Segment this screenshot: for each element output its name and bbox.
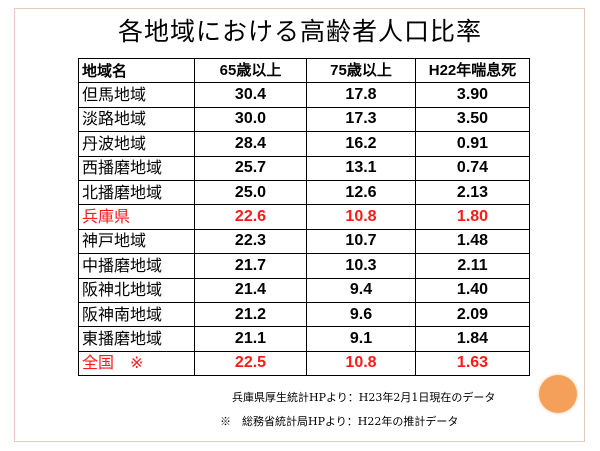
table-row: 東播磨地域 21.1 9.1 1.84 [78,326,530,352]
ratio-65-cell: 25.7 [194,155,307,181]
table-row: 淡路地域 30.0 17.3 3.50 [78,106,530,133]
table-row: 神戸地域 22.3 10.7 1.48 [78,228,530,255]
region-cell: 淡路地域 [78,106,195,133]
asthma-death-cell: 2.11 [415,253,530,279]
header-region: 地域名 [78,57,195,84]
ratio-75-cell: 13.1 [306,155,416,181]
region-cell: 神戸地域 [78,228,195,255]
ratio-75-cell: 17.3 [306,106,416,133]
header-75-over: 75歳以上 [306,57,416,84]
asthma-death-cell: 3.90 [415,82,530,108]
table-row: 西播磨地域 25.7 13.1 0.74 [78,155,530,181]
ratio-75-cell: 10.8 [306,204,416,230]
region-cell: 兵庫県 [78,204,195,230]
table-row: 全国 ※ 22.5 10.8 1.63 [78,350,530,377]
elderly-population-table: 地域名 65歳以上 75歳以上 H22年喘息死 但馬地域 30.4 17.8 3.90… [78,57,530,377]
table-row: 但馬地域 30.4 17.8 3.90 [78,82,530,108]
asthma-death-cell: 3.50 [415,106,530,133]
region-cell: 阪神南地域 [78,301,195,328]
table-row: 丹波地域 28.4 16.2 0.91 [78,131,530,157]
table-row: 中播磨地域 21.7 10.3 2.11 [78,253,530,279]
ratio-75-cell: 17.8 [306,82,416,108]
ratio-75-cell: 9.6 [306,301,416,328]
ratio-65-cell: 25.0 [194,179,307,206]
ratio-75-cell: 12.6 [306,179,416,206]
region-cell: 東播磨地域 [78,326,195,352]
region-cell: 全国 ※ [78,350,195,377]
ratio-75-cell: 10.3 [306,253,416,279]
asthma-death-cell: 0.91 [415,131,530,157]
asthma-death-cell: 1.84 [415,326,530,352]
header-asthma-death: H22年喘息死 [415,57,530,84]
ratio-65-cell: 21.4 [194,277,307,303]
slide-title: 各地域における高齢者人口比率 [117,17,482,46]
ratio-65-cell: 28.4 [194,131,307,157]
ratio-65-cell: 22.6 [194,204,307,230]
ratio-75-cell: 10.8 [306,350,416,377]
asthma-death-cell: 2.09 [415,301,530,328]
region-cell: 西播磨地域 [78,155,195,181]
asthma-death-cell: 1.48 [415,228,530,255]
ratio-65-cell: 21.7 [194,253,307,279]
asthma-death-cell: 1.63 [415,350,530,377]
region-cell: 中播磨地域 [78,253,195,279]
region-cell: 北播磨地域 [78,179,195,206]
ratio-75-cell: 10.7 [306,228,416,255]
source-note-2: ※ 総務省統計局HPより：H22年の推計データ [220,415,459,428]
table-row: 阪神北地域 21.4 9.4 1.40 [78,277,530,303]
asthma-death-cell: 0.74 [415,155,530,181]
table-header-row: 地域名 65歳以上 75歳以上 H22年喘息死 [78,57,530,84]
ratio-65-cell: 21.2 [194,301,307,328]
ratio-75-cell: 9.1 [306,326,416,352]
table-row: 北播磨地域 25.0 12.6 2.13 [78,179,530,206]
ratio-65-cell: 30.4 [194,82,307,108]
asthma-death-cell: 1.40 [415,277,530,303]
ratio-65-cell: 21.1 [194,326,307,352]
ratio-65-cell: 22.3 [194,228,307,255]
table-row: 兵庫県 22.6 10.8 1.80 [78,204,530,230]
slide-border [14,8,585,442]
region-cell: 阪神北地域 [78,277,195,303]
ratio-65-cell: 30.0 [194,106,307,133]
asthma-death-cell: 2.13 [415,179,530,206]
ratio-75-cell: 9.4 [306,277,416,303]
ratio-65-cell: 22.5 [194,350,307,377]
source-note-1: 兵庫県厚生統計HPより：H23年2月1日現在のデータ [232,391,496,404]
region-cell: 但馬地域 [78,82,195,108]
ratio-75-cell: 16.2 [306,131,416,157]
decorative-orange-circle [539,375,577,413]
region-cell: 丹波地域 [78,131,195,157]
header-65-over: 65歳以上 [194,57,307,84]
asthma-death-cell: 1.80 [415,204,530,230]
table-row: 阪神南地域 21.2 9.6 2.09 [78,301,530,328]
